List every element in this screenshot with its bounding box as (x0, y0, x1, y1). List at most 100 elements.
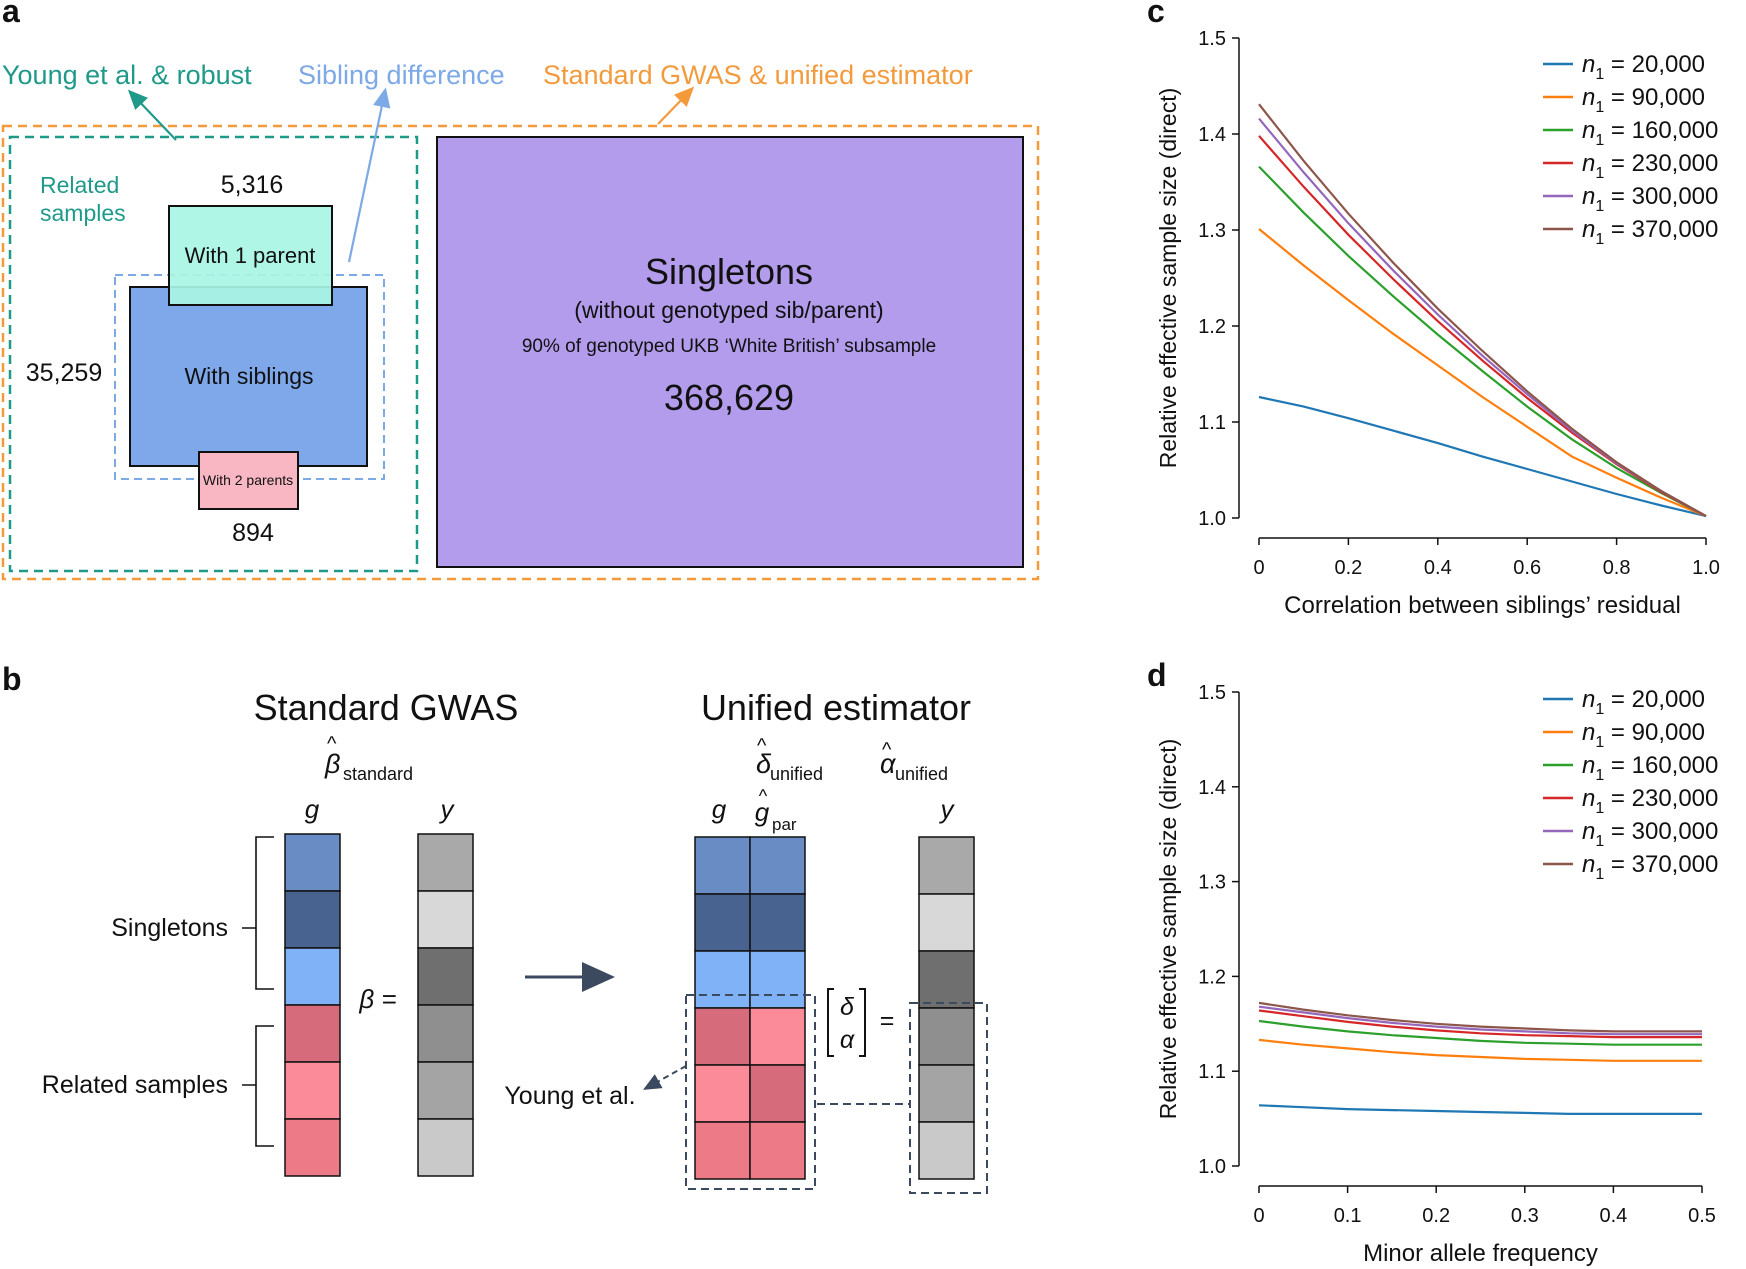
young-et-al-label: Young et al. (504, 1082, 635, 1110)
standard-g-cell (284, 947, 341, 1006)
young-y-subset-box (909, 1002, 988, 1194)
x-tick-label: 0.5 (1688, 1205, 1716, 1227)
y-tick-label: 1.1 (1198, 412, 1226, 434)
legend-entry: n1 = 370,000 (1582, 851, 1718, 883)
col-y-standard: y (439, 794, 456, 824)
standard-g-column (284, 833, 341, 1177)
col-y-unified: y (939, 794, 956, 824)
young-subset-box (685, 994, 816, 1190)
label-sibling-difference: Sibling difference (298, 60, 505, 90)
alpha-hat-symbol: α (880, 749, 897, 779)
alpha-hat-subscript: unified (895, 764, 948, 784)
series-line (1258, 1009, 1702, 1039)
chart-d: 1.0 1.1 1.2 1.3 1.4 1.5 0 0.1 0.2 0.3 0.4 0.5 Minor … (1155, 682, 1718, 1267)
arrow-young (127, 89, 177, 141)
x-tick-label: 0.8 (1603, 557, 1631, 579)
y-tick-label: 1.1 (1198, 1061, 1226, 1083)
legend-entry: n1 = 230,000 (1582, 150, 1718, 182)
y-tick-label: 1.3 (1198, 220, 1226, 242)
vector-equals: = (880, 1007, 895, 1035)
count-two-parents: 894 (232, 519, 274, 547)
vector-bracket-left (827, 988, 834, 1057)
unified-g-cell (694, 950, 751, 1009)
y-tick-label: 1.4 (1198, 777, 1226, 799)
series-line (1258, 103, 1707, 518)
related-samples-label-2: samples (40, 200, 126, 226)
unified-y-cell (918, 836, 975, 895)
panel-label-b: b (2, 661, 22, 697)
one-parent-label: With 1 parent (185, 243, 316, 268)
legend-entry: n1 = 20,000 (1582, 51, 1705, 83)
series-line (1258, 1038, 1702, 1062)
y-tick-label: 1.0 (1198, 1156, 1226, 1178)
x-tick-label: 0.4 (1599, 1205, 1627, 1227)
unified-g-cell (694, 1064, 751, 1123)
standard-y-cell (417, 833, 474, 892)
one-parent-box (168, 205, 333, 306)
unified-gpar-cell (749, 836, 806, 895)
standard-g-cell (284, 833, 341, 892)
x-tick-label: 0.4 (1424, 557, 1452, 579)
x-tick-label: 0 (1253, 557, 1264, 579)
young-arrow (643, 1065, 687, 1090)
unified-gpar-cell (749, 950, 806, 1009)
unified-gpar-cell (749, 1064, 806, 1123)
series-line (1258, 1104, 1702, 1116)
alpha-hat-accent: ^ (882, 739, 892, 761)
unified-g-cell (694, 1007, 751, 1066)
x-tick-label: 0.2 (1334, 557, 1362, 579)
legend-entry: n1 = 300,000 (1582, 183, 1718, 215)
unified-y-cell (918, 1121, 975, 1180)
series-line (1258, 228, 1707, 518)
y-tick-label: 1.5 (1198, 682, 1226, 704)
legend-entry: n1 = 230,000 (1582, 785, 1718, 817)
beta-hat-symbol: β (324, 749, 340, 779)
title-standard-gwas: Standard GWAS (254, 687, 519, 728)
legend-entry: n1 = 20,000 (1582, 686, 1705, 718)
x-tick-label: 0.1 (1334, 1205, 1362, 1227)
vector-alpha: α (840, 1026, 855, 1054)
panel-label-d: d (1147, 657, 1167, 693)
unified-g-cell (694, 1121, 751, 1180)
singletons-bracket (242, 836, 274, 990)
legend-entry: n1 = 90,000 (1582, 84, 1705, 116)
siblings-box (129, 286, 368, 467)
siblings-label: With siblings (184, 363, 313, 389)
legend-entry: n1 = 160,000 (1582, 117, 1718, 149)
unified-g-cell (694, 893, 751, 952)
beta-hat-accent: ^ (327, 733, 337, 755)
y-tick-label: 1.3 (1198, 872, 1226, 894)
unified-g-cell (694, 836, 751, 895)
standard-y-cell (417, 890, 474, 949)
legend-entry: n1 = 370,000 (1582, 216, 1718, 248)
standard-y-cell (417, 947, 474, 1006)
related-samples-region (8, 135, 419, 573)
legend-entry: n1 = 90,000 (1582, 719, 1705, 751)
row-label-singletons: Singletons (111, 914, 228, 942)
chart-c: 1.0 1.1 1.2 1.3 1.4 1.5 0 0.2 0.4 0.6 0.8 1.0 Correl… (1155, 28, 1720, 619)
panel-b: Standard GWAS Unified estimator β ^ stan… (42, 687, 988, 1194)
x-tick-label: 0.2 (1422, 1205, 1450, 1227)
col-gpar-accent: ^ (759, 786, 768, 806)
label-standard-unified: Standard GWAS & unified estimator (543, 60, 973, 90)
y-axis-title: Relative effective sample size (direct) (1155, 739, 1181, 1120)
unified-y-column (918, 836, 975, 1180)
unified-y-cell (918, 1064, 975, 1123)
standard-gwas-region (1, 124, 1040, 581)
standard-g-cell (284, 1118, 341, 1177)
delta-hat-subscript: unified (770, 764, 823, 784)
title-unified-estimator: Unified estimator (701, 687, 971, 728)
arrow-sibdiff (347, 87, 391, 263)
unified-gpar-column (749, 836, 806, 1180)
unified-gpar-cell (749, 1007, 806, 1066)
series-line (1258, 1001, 1702, 1033)
beta-equals: β = (358, 984, 396, 1014)
two-parents-label: With 2 parents (203, 472, 293, 488)
y-tick-label: 1.2 (1198, 966, 1226, 988)
standard-y-cell (417, 1118, 474, 1177)
singletons-title: Singletons (645, 251, 813, 292)
col-gpar-unified: g (755, 797, 770, 827)
y-tick-label: 1.2 (1198, 316, 1226, 338)
singletons-subtitle: (without genotyped sib/parent) (574, 297, 883, 323)
